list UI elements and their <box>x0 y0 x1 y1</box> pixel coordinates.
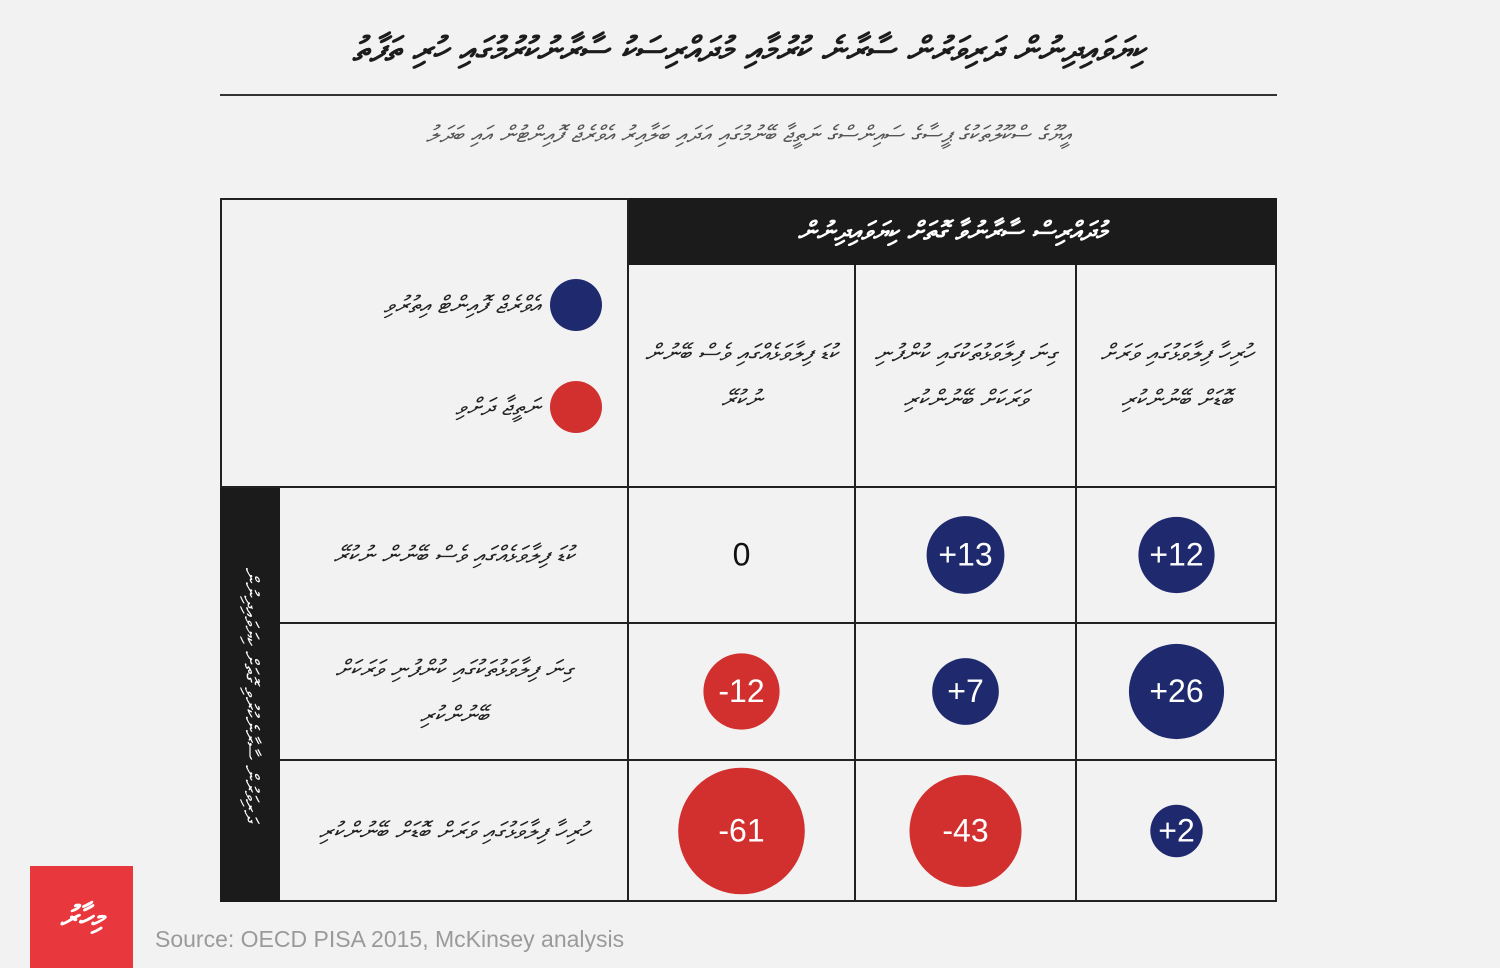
bubble <box>1150 804 1203 858</box>
row-header: ދަރިވަރުން ސާރާނެކުރުވި ގޮތަށް ކިޔަވައިދ… <box>240 567 264 824</box>
row-label: ކުޑަ ފިލާވަޅެއްގައި ވެސް ބޭނުން ނުކުރޭ <box>333 541 575 569</box>
bubble <box>1138 516 1215 594</box>
value-label: +12 <box>1149 536 1203 572</box>
legend-label: ނަތީޖާ ދަށްވި <box>455 393 540 421</box>
title: ކިޔަވައިދިނުން ދަރިވަރުން ސާރާނެ ކުރުމާއ… <box>352 30 1145 70</box>
column-header: މުދައްރިސް ސާރާނުވާ ގޮތަށް ކިޔަވައިދިނުނ… <box>797 216 1108 247</box>
source: Source: OECD PISA 2015, McKinsey analysi… <box>155 926 625 952</box>
bubble <box>678 767 805 895</box>
legend-label: އެވްރެޖް ފޮއިންޓް އިތުރުވި <box>383 291 540 319</box>
subtitle: އީޔޫގެ ސްކޫލުތަކުގެ ޕީސާގެ ސައިންސްގެ ނަ… <box>426 122 1071 148</box>
bubble <box>703 653 780 730</box>
column-header-bar <box>628 198 1277 265</box>
value-label: -43 <box>942 812 988 848</box>
value-label: +7 <box>947 673 983 709</box>
value-label: +2 <box>1158 812 1194 848</box>
bubble <box>909 774 1022 888</box>
legend-swatch <box>550 381 602 433</box>
bubble <box>932 658 999 725</box>
value-label: 0 <box>733 536 751 572</box>
value-label: +26 <box>1149 673 1203 709</box>
cell-lines <box>220 198 1277 902</box>
value-label: -61 <box>718 812 764 848</box>
column-label: ކުޑަ ފިލާވަޅެއްގައި ވެސް ބޭނުން ނުކުރޭ <box>645 339 838 413</box>
bubble <box>1128 643 1225 740</box>
row-label: ހުރިހާ ފިލާވަޅުގައި ވަރަށް ބޮޑަށް ބޭނުން… <box>318 817 590 845</box>
legend-swatch <box>550 279 602 331</box>
value-label: +13 <box>938 536 992 572</box>
logo: މިހާރު <box>30 866 133 968</box>
row-header-bar <box>220 487 280 902</box>
column-label: ހުރިހާ ފިލާވަޅުގައި ވަރަށް ބޮޑަށް ބޭނުން… <box>1100 339 1253 413</box>
row-label: ގިނަ ފިލާވަޅުތަކުގައި ކުންފުނި ވަރަކަށް … <box>335 654 573 729</box>
value-label: -12 <box>718 673 764 709</box>
bubble <box>926 516 1005 594</box>
column-label: ގިނަ ފިލާވަޅުތަކުގައި ކުންފުނި ވަރަކަށް … <box>874 339 1057 413</box>
